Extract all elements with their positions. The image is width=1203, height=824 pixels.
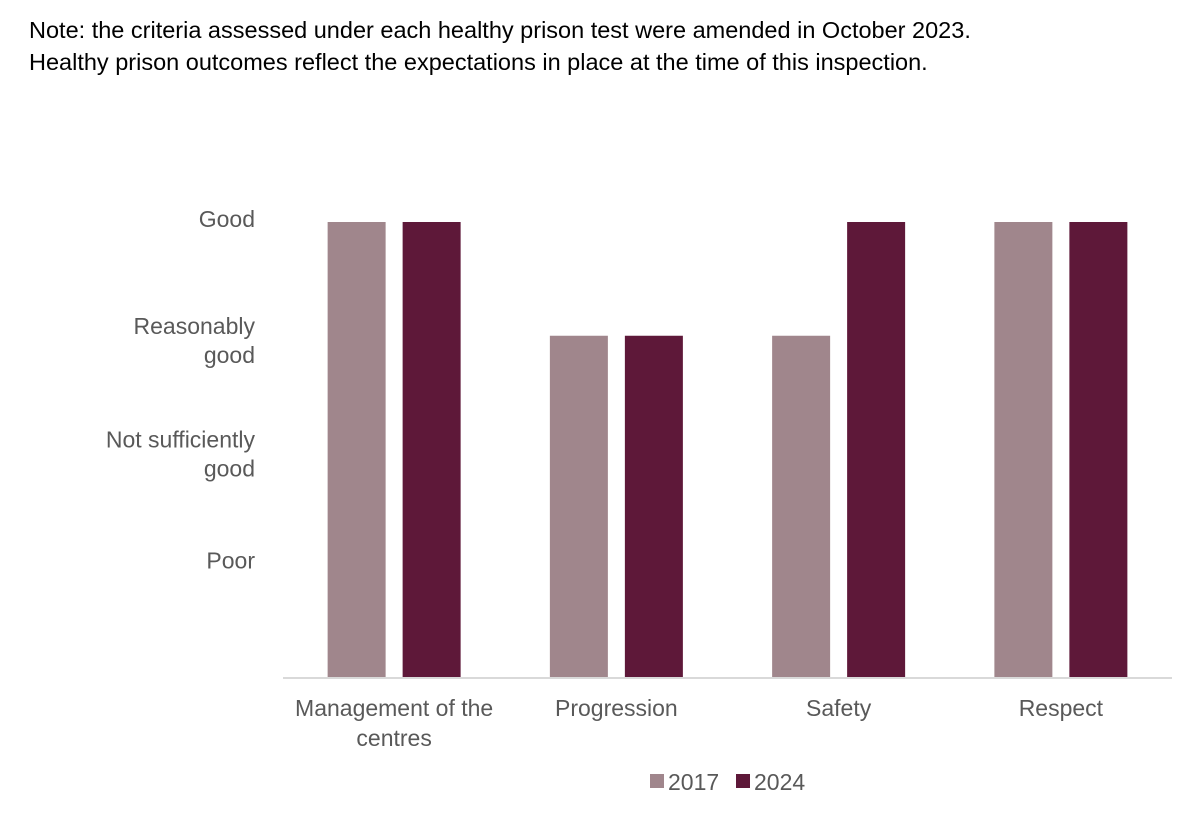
legend-swatch-2017 — [650, 774, 664, 788]
x-tick-label: Respect — [1019, 695, 1104, 721]
chart-note: Note: the criteria assessed under each h… — [29, 14, 971, 78]
y-tick-label: Reasonably good — [134, 313, 256, 368]
bar-2017-2 — [772, 335, 831, 677]
y-tick-label: Not sufficiently good — [106, 427, 256, 482]
x-tick-label: Progression — [555, 695, 678, 721]
x-tick-label: Management of the centres — [295, 695, 493, 751]
note-line-1: Note: the criteria assessed under each h… — [29, 17, 971, 43]
bar-2024-1 — [624, 335, 683, 677]
bar-2017-1 — [549, 335, 608, 677]
legend-swatch-2024 — [736, 774, 750, 788]
x-tick-label: Safety — [806, 695, 872, 721]
legend-label-2024: 2024 — [754, 769, 805, 795]
bar-2024-2 — [847, 222, 906, 677]
bar-2017-0 — [327, 222, 386, 677]
bar-2017-3 — [994, 222, 1053, 677]
note-line-2: Healthy prison outcomes reflect the expe… — [29, 49, 928, 75]
legend-label-2017: 2017 — [668, 769, 719, 795]
bar-2024-0 — [402, 222, 461, 677]
bar-2024-3 — [1069, 222, 1128, 677]
y-tick-label: Poor — [206, 547, 255, 573]
y-tick-label: Good — [199, 206, 255, 232]
